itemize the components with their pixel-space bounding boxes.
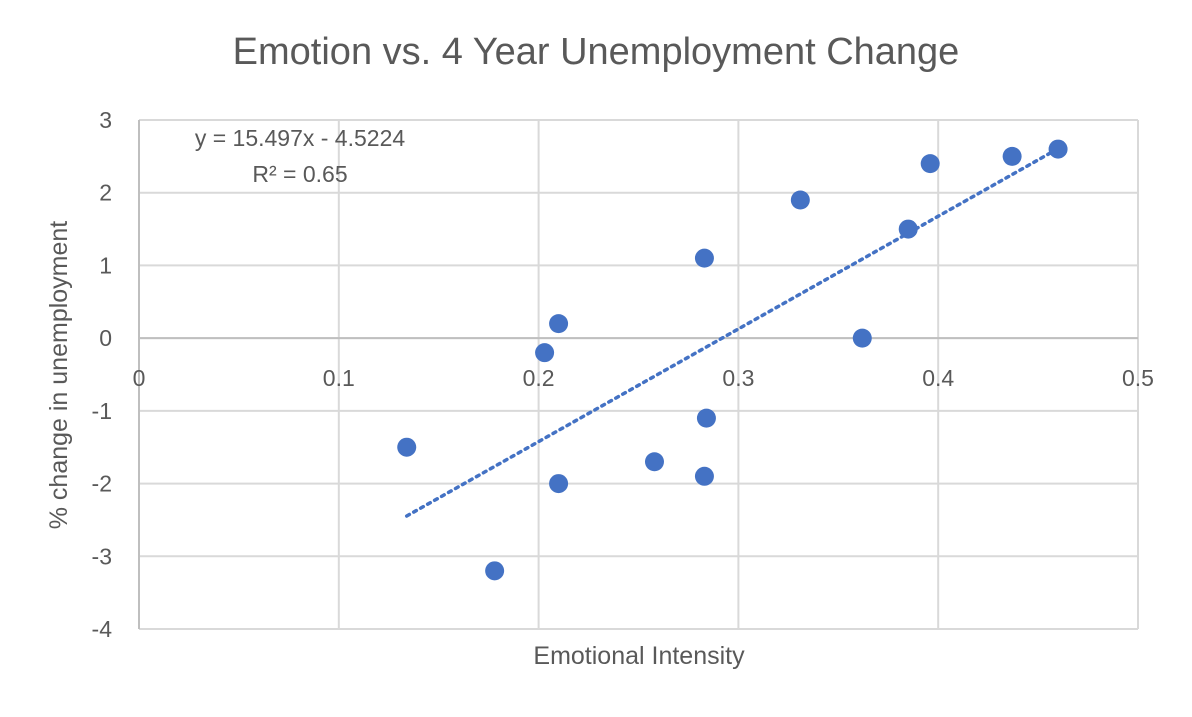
y-tick-label: 0 <box>99 325 112 351</box>
x-tick-label: 0.1 <box>323 365 355 391</box>
scatter-point <box>485 561 505 581</box>
tick-labels: -4 -3 -2 -1 0 1 2 3 0 0.1 0.2 0.3 0.4 0.5 <box>92 107 1154 642</box>
scatter-point <box>1002 146 1022 166</box>
trendline-equation: y = 15.497x - 4.5224 <box>195 125 406 151</box>
scatter-point <box>696 408 716 428</box>
scatter-point <box>1048 139 1068 159</box>
axes <box>138 120 1138 629</box>
x-tick-label: 0.5 <box>1122 365 1154 391</box>
trendline-layer <box>404 146 1060 518</box>
scatter-point <box>549 474 569 494</box>
y-tick-label: 1 <box>99 252 112 278</box>
scatter-point <box>920 154 940 174</box>
y-tick-label: 2 <box>99 180 112 206</box>
y-tick-label: -3 <box>92 543 112 569</box>
scatter-point <box>694 466 714 486</box>
y-tick-label: -4 <box>92 616 113 642</box>
x-axis-label: Emotional Intensity <box>533 642 745 670</box>
scatter-point <box>644 452 664 472</box>
x-tick-label: 0.2 <box>523 365 555 391</box>
scatter-point <box>694 248 714 268</box>
x-tick-label: 0.4 <box>922 365 954 391</box>
chart-title: Emotion vs. 4 Year Unemployment Change <box>233 31 960 73</box>
scatter-point <box>898 219 918 239</box>
scatter-point <box>535 343 555 363</box>
trendline-r2: R² = 0.65 <box>252 161 347 187</box>
scatter-point <box>397 437 417 457</box>
x-tick-label: 0.3 <box>722 365 754 391</box>
scatter-point <box>549 314 569 334</box>
y-tick-label: 3 <box>99 107 112 133</box>
trendline <box>404 146 1060 518</box>
y-tick-label: -1 <box>92 398 112 424</box>
scatter-point <box>790 190 810 210</box>
grid-lines <box>138 119 1139 630</box>
x-tick-label: 0 <box>133 365 146 391</box>
y-axis-label: % change in unemployment <box>45 221 73 530</box>
data-points <box>397 139 1068 581</box>
y-tick-label: -2 <box>92 471 112 497</box>
scatter-point <box>852 328 872 348</box>
